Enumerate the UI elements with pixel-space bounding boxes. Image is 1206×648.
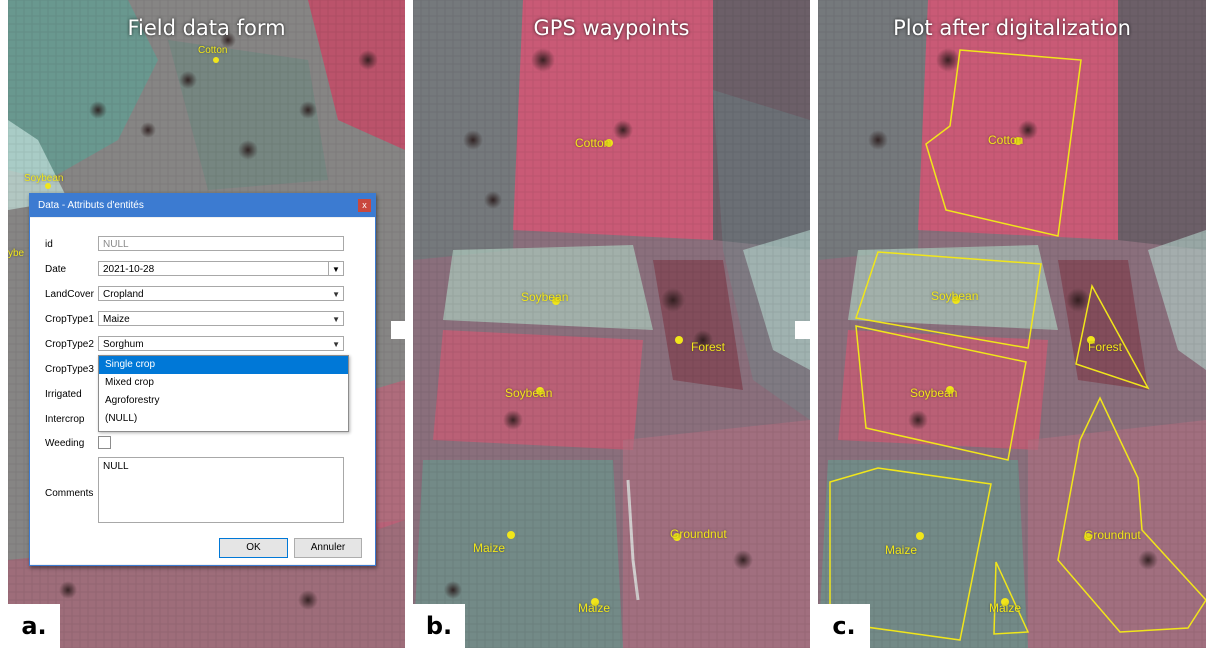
dialog-title: Data - Attributs d'entités <box>38 200 144 211</box>
waypoint-maize-c2 <box>1001 598 1009 606</box>
date-value: 2021-10-28 <box>103 264 155 275</box>
panel-c-title: Plot after digitalization <box>893 16 1131 40</box>
close-button[interactable]: x <box>358 199 371 212</box>
menu-item-agroforestry[interactable]: Agroforestry <box>105 395 160 406</box>
waypoint-groundnut-b <box>673 533 681 541</box>
waypoint-maize-b2 <box>591 598 599 606</box>
waypoint-label-soybean-a: Soybean <box>24 173 64 184</box>
waypoint-maize-b1 <box>507 531 515 539</box>
weeding-checkbox[interactable] <box>98 436 111 449</box>
chevron-down-icon: ▼ <box>332 315 340 324</box>
field-label-croptype2: CropType2 <box>45 339 94 350</box>
croptype2-value: Sorghum <box>103 339 144 350</box>
field-label-irrigated: Irrigated <box>45 389 82 400</box>
waypoint-cotton-b <box>605 139 613 147</box>
panel-c: Plot after digitalization Cotton Soybean… <box>818 0 1206 648</box>
waypoint-maize-c1 <box>916 532 924 540</box>
waypoint-label-cut-a: ybe <box>8 248 25 259</box>
chevron-down-icon: ▼ <box>332 340 340 349</box>
menu-item-mixed-crop[interactable]: Mixed crop <box>105 377 154 388</box>
waypoint-label-soybean-b2: Soybean <box>505 386 553 400</box>
waypoint-label-groundnut-c: Groundnut <box>1084 528 1141 542</box>
comments-textarea[interactable]: NULL <box>98 457 344 523</box>
chevron-down-icon[interactable]: ▼ <box>328 262 343 275</box>
waypoint-cotton-a <box>213 57 219 63</box>
field-label-weeding: Weeding <box>45 438 85 449</box>
croptype1-select[interactable]: Maize ▼ <box>98 311 344 326</box>
waypoint-forest-b <box>675 336 683 344</box>
field-label-date: Date <box>45 264 67 275</box>
waypoint-soybean-c1 <box>952 296 960 304</box>
panel-a-letter: a. <box>8 604 60 648</box>
field-label-id: id <box>45 239 53 250</box>
waypoint-cotton-c <box>1014 137 1022 145</box>
crop-dropdown-menu: Single crop Mixed crop Agroforestry (NUL… <box>98 355 349 432</box>
plot-outline-maize-1 <box>829 467 992 641</box>
waypoint-label-maize-c1: Maize <box>885 543 918 557</box>
waypoint-label-forest-c: Forest <box>1088 340 1123 354</box>
landcover-select[interactable]: Cropland ▼ <box>98 286 344 301</box>
plot-outline-groundnut <box>1057 396 1206 633</box>
waypoint-label-cotton-a: Cotton <box>198 45 228 56</box>
waypoint-label-maize-c2: Maize <box>989 601 1022 615</box>
date-field[interactable]: 2021-10-28 ▼ <box>98 261 344 276</box>
panel-b: GPS waypoints Cotton Soybean Forest Soyb… <box>413 0 810 648</box>
waypoint-label-soybean-c1: Soybean <box>931 289 979 303</box>
satellite-image-b <box>413 0 810 648</box>
waypoint-label-groundnut-b: Groundnut <box>670 527 727 541</box>
attribute-dialog: Data - Attributs d'entités x id NULL Dat… <box>29 193 376 566</box>
panel-b-letter: b. <box>413 604 465 648</box>
waypoint-soybean-c2 <box>946 386 954 394</box>
waypoint-label-cotton-b: Cotton <box>575 136 611 150</box>
plot-outline-cotton <box>925 49 1082 237</box>
menu-item-null[interactable]: (NULL) <box>105 413 138 424</box>
waypoint-soybean-b1 <box>552 297 560 305</box>
panel-c-letter: c. <box>818 604 870 648</box>
panel-a-title: Field data form <box>127 16 286 40</box>
arrow-right-icon <box>795 309 829 351</box>
waypoint-forest-c <box>1087 336 1095 344</box>
menu-item-single-crop[interactable]: Single crop <box>99 356 348 374</box>
waypoint-soybean-b2 <box>536 387 544 395</box>
field-label-landcover: LandCover <box>45 289 94 300</box>
waypoint-label-soybean-b1: Soybean <box>521 290 569 304</box>
waypoint-soybean-a <box>45 183 51 189</box>
cancel-button[interactable]: Annuler <box>294 538 362 558</box>
croptype1-value: Maize <box>103 314 130 325</box>
satellite-image-c <box>818 0 1206 648</box>
field-label-intercrop: Intercrop <box>45 414 85 425</box>
field-label-croptype3: CropType3 <box>45 364 94 375</box>
waypoint-groundnut-c <box>1084 533 1092 541</box>
plot-outline-maize-2 <box>993 561 1030 635</box>
chevron-down-icon: ▼ <box>332 290 340 299</box>
waypoint-label-maize-b1: Maize <box>473 541 506 555</box>
dialog-body: id NULL Date 2021-10-28 ▼ LandCover Crop… <box>30 218 375 564</box>
plot-outline-forest <box>1075 283 1150 390</box>
waypoint-label-soybean-c2: Soybean <box>910 386 958 400</box>
id-field[interactable]: NULL <box>98 236 344 251</box>
waypoint-label-cotton-c: Cotton <box>988 133 1024 147</box>
landcover-value: Cropland <box>103 289 144 300</box>
plot-outline-soybean-1 <box>855 251 1042 349</box>
waypoint-label-forest-b: Forest <box>691 340 726 354</box>
field-label-croptype1: CropType1 <box>45 314 94 325</box>
panel-b-title: GPS waypoints <box>533 16 690 40</box>
plot-outline-soybean-2 <box>855 325 1027 461</box>
dialog-titlebar[interactable]: Data - Attributs d'entités x <box>30 194 375 217</box>
ok-button[interactable]: OK <box>219 538 288 558</box>
field-label-comments: Comments <box>45 488 94 499</box>
croptype2-select[interactable]: Sorghum ▼ <box>98 336 344 351</box>
arrow-right-icon <box>391 309 425 351</box>
waypoint-label-maize-b2: Maize <box>578 601 611 615</box>
